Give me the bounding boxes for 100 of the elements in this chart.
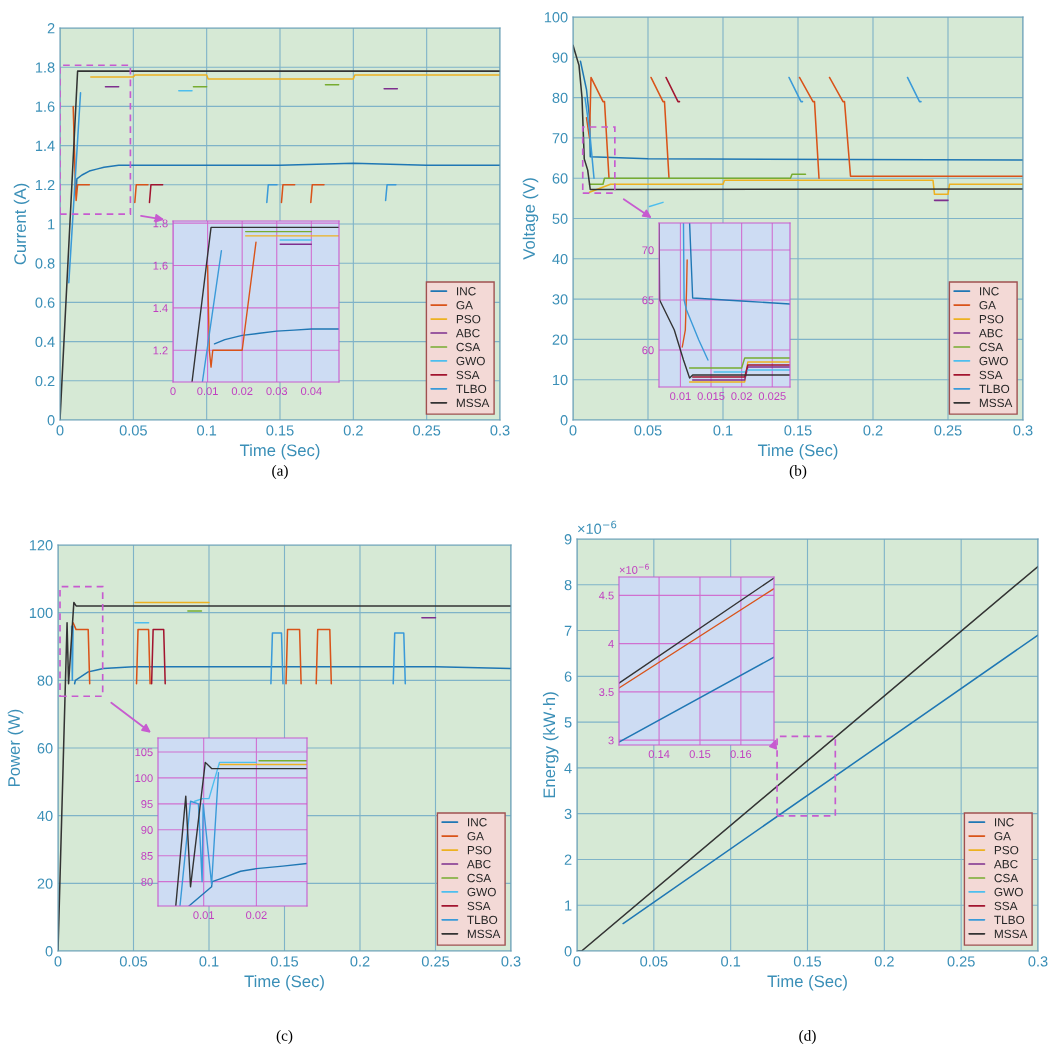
x-tick-label: 0.25 — [947, 956, 975, 967]
y-tick-label: 100 — [29, 607, 53, 619]
y-tick-label: 20 — [37, 878, 53, 889]
legend-label: GWO — [467, 887, 496, 897]
y-tick-label: 3.5 — [599, 688, 614, 697]
y-axis-title: Current (A) — [13, 183, 30, 265]
y-tick-label: 100 — [544, 12, 568, 23]
y-axis-title: Energy (kW·h) — [542, 692, 559, 798]
y-tick-label: 1.2 — [35, 179, 55, 191]
x-tick-label: 0.01 — [193, 911, 214, 920]
y-tick-label: 60 — [37, 743, 53, 754]
y-tick-label: 20 — [552, 334, 568, 345]
legend-label: INC — [468, 818, 487, 827]
x-tick-label: 0 — [170, 387, 176, 396]
legend-label: TLBO — [979, 384, 1010, 394]
legend-label: CSA — [994, 873, 1019, 883]
x-tick-label: 0.15 — [784, 425, 812, 436]
y-tick-label: 4.5 — [598, 591, 614, 600]
x-tick-label: 0.05 — [119, 425, 147, 436]
y-tick-label: 4 — [564, 763, 572, 774]
legend-label: INC — [457, 287, 476, 296]
legend-label: SSA — [994, 901, 1018, 911]
legend-label: PSO — [456, 314, 481, 324]
x-tick-label: 0.25 — [413, 425, 441, 436]
x-tick-label: 0.05 — [119, 956, 148, 967]
y-tick-label: 7 — [564, 625, 572, 636]
legend-label: ABC — [455, 328, 480, 338]
y-tick-label: 4 — [608, 640, 614, 648]
y-tick-label: 3 — [564, 808, 572, 820]
y-tick-label: 105 — [135, 748, 153, 757]
y-tick-label: 90 — [141, 826, 153, 834]
y-tick-label: 5 — [564, 717, 572, 728]
x-tick-label: 0.03 — [266, 387, 288, 396]
legend-label: ABC — [466, 859, 491, 869]
x-axis-title: Time (Sec) — [767, 975, 847, 991]
y-tick-label: 60 — [642, 346, 654, 355]
legend-label: GA — [467, 831, 484, 841]
legend-label: GWO — [979, 356, 1008, 366]
y-tick-label: 0.2 — [35, 375, 55, 387]
legend-label: CSA — [456, 342, 481, 352]
y-tick-label: 1.8 — [35, 62, 55, 73]
y-tick-label: 1.6 — [35, 101, 55, 112]
x-tick-label: 0.25 — [934, 425, 962, 436]
y-tick-label: 0 — [564, 946, 572, 957]
y-tick-label: 2 — [564, 854, 572, 865]
x-tick-label: 0 — [573, 956, 581, 967]
y-tick-label: 0 — [47, 415, 55, 426]
y-tick-label: 0 — [45, 946, 53, 957]
y-tick-label: 0.8 — [35, 258, 55, 269]
x-tick-label: 0.02 — [246, 911, 267, 920]
x-tick-label: 0.16 — [730, 750, 752, 759]
x-tick-label: 0.15 — [266, 425, 294, 436]
legend-label: CSA — [467, 873, 492, 883]
y-tick-label: 95 — [141, 800, 153, 808]
y-tick-label: 1.4 — [153, 304, 168, 312]
x-tick-label: 0.2 — [350, 956, 370, 967]
x-tick-label: 0.01 — [197, 387, 218, 396]
legend-label: CSA — [979, 342, 1004, 352]
x-tick-label: 0.04 — [300, 387, 322, 396]
legend-label: GA — [994, 831, 1011, 841]
x-tick-label: 0.02 — [231, 387, 253, 396]
text: (a) — [272, 465, 288, 479]
x-tick-label: 0 — [56, 425, 64, 436]
x-tick-label: 0.3 — [490, 425, 510, 436]
y-tick-label: 120 — [29, 540, 53, 551]
x-tick-label: 0.2 — [343, 425, 363, 436]
y-tick-label: 80 — [141, 877, 153, 886]
x-axis-title: Time (Sec) — [244, 975, 324, 991]
x-tick-label: 0.3 — [1013, 425, 1033, 436]
legend-label: SSA — [456, 370, 480, 380]
y-tick-label: 0 — [560, 415, 568, 426]
y-tick-label: 3 — [608, 736, 614, 745]
y-tick-label: 50 — [552, 213, 568, 224]
legend-label: MSSA — [979, 398, 1013, 408]
y-tick-label: 90 — [552, 52, 568, 63]
x-tick-label: 0.15 — [793, 956, 822, 967]
y-tick-label: 70 — [552, 133, 568, 144]
y-tick-label: 40 — [552, 253, 568, 265]
legend-label: GA — [456, 300, 473, 310]
annotation: ×10$^{−6}$ — [619, 563, 649, 574]
legend-label: MSSA — [467, 929, 501, 939]
legend-label: PSO — [994, 845, 1019, 855]
legend-label: MSSA — [994, 929, 1028, 939]
y-tick-label: 1.2 — [153, 346, 168, 355]
y-axis-title: Voltage (V) — [522, 178, 539, 260]
legend-label: PSO — [979, 314, 1004, 324]
legend-label: SSA — [979, 370, 1003, 380]
y-tick-label: 1 — [48, 219, 55, 230]
x-tick-label: 0.025 — [758, 392, 786, 401]
x-tick-label: 0.15 — [689, 750, 711, 759]
legend-label: PSO — [467, 845, 492, 855]
y-axis-title: Power (W) — [7, 709, 24, 786]
y-tick-label: 10 — [553, 374, 568, 386]
x-tick-label: 0 — [54, 956, 62, 967]
legend-label: GWO — [994, 887, 1023, 897]
x-tick-label: 0.14 — [648, 750, 670, 759]
y-tick-label: 85 — [141, 851, 153, 860]
legend-label: SSA — [467, 901, 491, 911]
y-tick-label: 80 — [37, 675, 53, 686]
x-tick-label: 0.05 — [634, 425, 662, 436]
